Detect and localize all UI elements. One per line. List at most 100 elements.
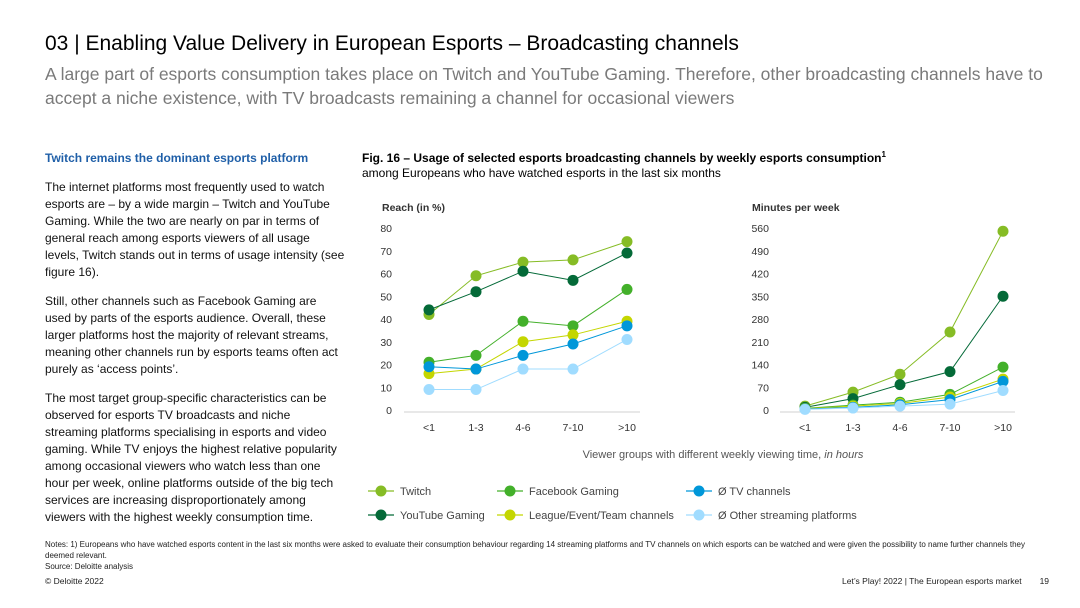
data-point [470,384,482,396]
paragraph-3: The most target group-specific character… [45,391,337,524]
y-tick-label: 10 [380,382,392,394]
data-point [567,320,579,332]
data-point [517,265,529,277]
data-point [517,363,529,375]
data-point [894,400,906,412]
source-text: Source: Deloitte analysis [45,562,134,571]
series-line-5 [428,325,628,370]
notes: Notes: 1) Europeans who have watched esp… [45,539,1035,572]
y-tick-label: 30 [380,337,392,349]
data-point [470,349,482,361]
y-tick-label: 0 [386,405,392,417]
legend-label: Twitch [400,486,431,498]
data-point [567,338,579,350]
x-axis-label: Viewer groups with different weekly view… [583,449,864,461]
footnote-text: Notes: 1) Europeans who have watched esp… [45,540,1025,560]
data-point [517,315,529,327]
y-tick-label: 50 [380,291,392,303]
series-line-2 [804,295,1004,408]
data-point [423,384,435,396]
legend-label: League/Event/Team channels [529,510,674,522]
legend-label: Facebook Gaming [529,486,619,498]
data-point [997,290,1009,302]
data-point [944,366,956,378]
legend-marker [504,485,516,497]
data-point [997,361,1009,373]
data-point [423,361,435,373]
x-axis-label-unit: in hours [824,449,864,461]
legend-marker [693,509,705,521]
y-tick-label: 70 [757,382,769,394]
data-point [847,402,859,414]
x-tick-label: <1 [799,422,811,434]
x-tick-label: 4-6 [515,422,530,434]
figure-title: Fig. 16 – Usage of selected esports broa… [362,150,886,165]
series-line-6 [429,339,628,391]
data-point [997,375,1009,387]
figure-subtitle: among Europeans who have watched esports… [362,166,721,180]
body-text: Twitch remains the dominant esports plat… [45,150,345,538]
x-tick-label: 1-3 [845,422,860,434]
data-point [944,326,956,338]
legend-label: Ø Other streaming platforms [718,510,857,522]
x-tick-label: 4-6 [892,422,907,434]
data-point [894,368,906,380]
data-point [997,385,1009,396]
y-tick-label: 80 [380,223,392,235]
data-point [567,274,579,286]
data-point [894,379,906,391]
data-point [944,398,956,410]
data-point [621,236,633,248]
y-tick-label: 60 [380,269,392,281]
paragraph-1: The internet platforms most frequently u… [45,180,345,279]
legend-marker [693,485,705,497]
y-tick-label: 420 [751,269,769,281]
data-point [423,304,435,316]
x-tick-label: >10 [618,422,636,434]
data-point [621,283,633,295]
copyright: © Deloitte 2022 [45,576,104,586]
data-point [470,270,482,282]
data-point [517,256,529,268]
footer-document: Let’s Play! 2022 | The European esports … [842,576,1049,586]
page-number: 19 [1039,576,1050,586]
y-tick-label: 70 [380,246,392,258]
data-point [567,254,579,266]
x-tick-label: 1-3 [468,422,483,434]
legend-marker [375,509,387,521]
x-axis-label-main: Viewer groups with different weekly view… [583,449,825,461]
data-point [799,403,811,415]
x-tick-label: 7-10 [562,422,583,434]
x-tick-label: <1 [423,422,435,434]
chart-1-title: Reach (in %) [382,202,445,214]
y-tick-label: 560 [751,223,769,235]
legend-marker [504,509,516,521]
data-point [470,286,482,298]
legend-marker [375,485,387,497]
y-tick-label: 0 [763,405,769,417]
legend-label: YouTube Gaming [400,510,485,522]
x-tick-label: >10 [994,422,1012,434]
chart-2-title: Minutes per week [752,202,840,214]
paragraph-2: Still, other channels such as Facebook G… [45,294,338,376]
series-line-3 [428,289,628,363]
data-point [517,349,529,361]
series-line-4 [428,320,628,375]
y-tick-label: 350 [751,291,769,303]
data-point [997,225,1009,237]
data-point [621,247,633,259]
y-tick-label: 490 [751,246,769,258]
y-tick-label: 140 [751,360,769,372]
legend-label: Ø TV channels [718,486,791,498]
data-point [517,336,529,348]
page-subtitle: A large part of esports consumption take… [45,64,1043,108]
data-point [621,333,633,345]
y-tick-label: 210 [751,337,769,349]
y-tick-label: 280 [751,314,769,326]
data-point [567,363,579,375]
page-title: 03 | Enabling Value Delivery in European… [45,32,739,55]
document-title: Let’s Play! 2022 | The European esports … [842,576,1022,586]
data-point [470,363,482,375]
y-tick-label: 40 [380,314,392,326]
